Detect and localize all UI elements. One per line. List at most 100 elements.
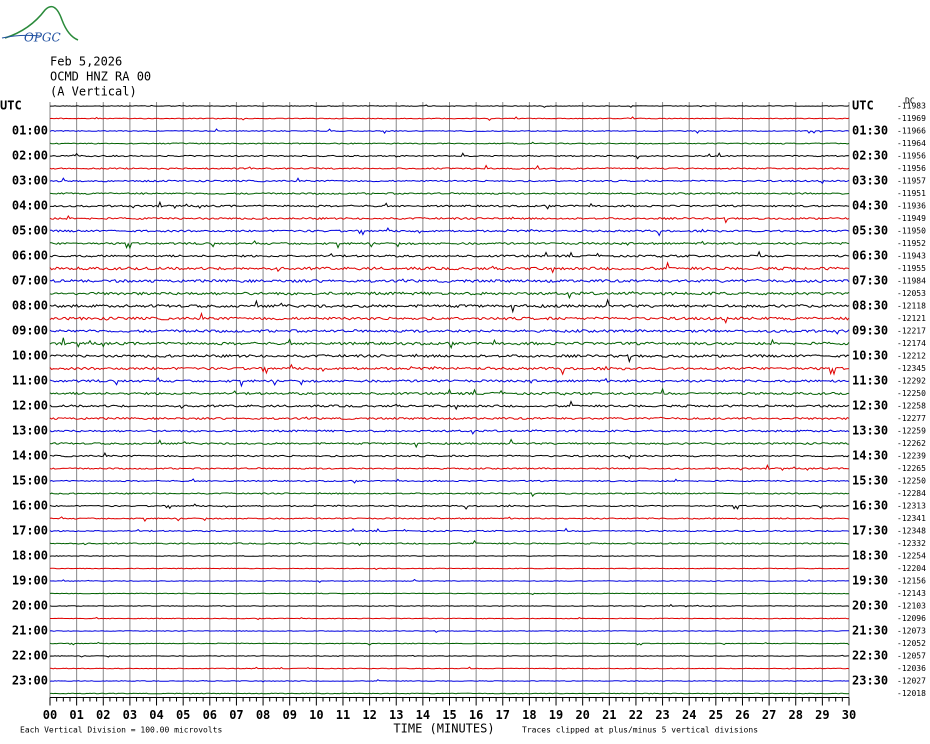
trace xyxy=(49,630,849,634)
offset-label: -11950 xyxy=(897,227,926,236)
offset-label: -12143 xyxy=(897,589,926,598)
component: (A Vertical) xyxy=(50,85,137,99)
left-hour-label: 20:00 xyxy=(12,599,48,613)
trace xyxy=(49,363,850,376)
trace xyxy=(49,478,850,484)
x-tick-label: 01 xyxy=(69,708,83,722)
trace xyxy=(49,452,850,460)
logo-swoosh xyxy=(1,34,41,39)
offset-label: -12156 xyxy=(897,577,926,586)
trace xyxy=(49,578,850,583)
scale-note: Each Vertical Division = 100.00 microvol… xyxy=(20,726,222,735)
x-tick-label: 03 xyxy=(123,708,137,722)
trace xyxy=(49,215,850,224)
x-tick-label: 24 xyxy=(682,708,696,722)
trace xyxy=(49,539,850,547)
right-hour-label: UTC xyxy=(852,99,874,113)
x-tick-label: 18 xyxy=(522,708,536,722)
x-tick-label: 11 xyxy=(336,708,350,722)
offset-label: -12265 xyxy=(897,464,926,473)
offset-label: -12057 xyxy=(897,652,926,661)
left-hour-label: 10:00 xyxy=(12,349,48,363)
trace xyxy=(49,116,850,121)
trace xyxy=(49,516,850,523)
offset-label: -12096 xyxy=(897,614,926,623)
right-hour-label: 15:30 xyxy=(852,474,888,488)
offset-label: -12174 xyxy=(897,339,926,348)
left-hour-label: 23:00 xyxy=(12,674,48,688)
trace xyxy=(49,278,850,284)
right-hour-label: 01:30 xyxy=(852,124,888,138)
x-tick-label: 00 xyxy=(43,708,57,722)
left-hour-label: 22:00 xyxy=(12,649,48,663)
right-hour-label: 14:30 xyxy=(852,449,888,463)
left-hour-label: 06:00 xyxy=(12,249,48,263)
trace xyxy=(49,400,850,411)
offset-label: -12118 xyxy=(897,302,926,311)
trace xyxy=(49,592,850,596)
right-hour-label: 22:30 xyxy=(852,649,888,663)
right-hour-label: 04:30 xyxy=(852,199,888,213)
trace xyxy=(49,328,850,335)
x-tick-label: 25 xyxy=(709,708,723,722)
x-tick-label: 10 xyxy=(309,708,323,722)
trace xyxy=(50,692,850,695)
trace xyxy=(49,438,849,449)
offset-label: -12250 xyxy=(897,477,926,486)
trace xyxy=(49,429,850,435)
trace xyxy=(49,679,850,683)
offset-label: -11984 xyxy=(897,277,926,286)
offset-label: -12212 xyxy=(897,352,926,361)
left-hour-label: 05:00 xyxy=(12,224,48,238)
left-hour-label: 02:00 xyxy=(12,149,48,163)
offset-label: -12254 xyxy=(897,552,926,561)
x-tick-label: 30 xyxy=(842,708,856,722)
offset-label: -11966 xyxy=(897,127,926,136)
left-hour-label: 17:00 xyxy=(12,524,48,538)
trace xyxy=(49,416,850,421)
right-hour-label: 09:30 xyxy=(852,324,888,338)
offset-label: -11951 xyxy=(897,189,926,198)
trace xyxy=(49,240,850,250)
right-hour-label: 13:30 xyxy=(852,424,888,438)
x-tick-label: 13 xyxy=(389,708,403,722)
left-hour-label: 04:00 xyxy=(12,199,48,213)
offset-label: -11936 xyxy=(897,202,926,211)
date: Feb 5,2026 xyxy=(50,55,122,69)
trace xyxy=(49,353,850,364)
right-hour-label: 23:30 xyxy=(852,674,888,688)
offset-label: -11952 xyxy=(897,239,926,248)
trace xyxy=(49,128,850,134)
left-hour-label: 08:00 xyxy=(12,299,48,313)
trace xyxy=(49,141,850,145)
offset-label: -12073 xyxy=(897,627,926,636)
x-tick-label: 28 xyxy=(789,708,803,722)
right-hour-label: 07:30 xyxy=(852,274,888,288)
trace xyxy=(49,491,850,498)
offset-label: -12313 xyxy=(897,502,926,511)
offset-label: -12292 xyxy=(897,377,926,386)
x-tick-label: 26 xyxy=(735,708,749,722)
trace xyxy=(50,152,850,160)
left-hour-label: 16:00 xyxy=(12,499,48,513)
logo-curve xyxy=(4,5,79,41)
trace xyxy=(49,192,850,195)
left-hour-label: 18:00 xyxy=(12,549,48,563)
offset-label: -11955 xyxy=(897,264,926,273)
x-tick-label: 22 xyxy=(629,708,643,722)
right-hour-label: 21:30 xyxy=(852,624,888,638)
trace xyxy=(49,654,849,658)
offset-label: -11956 xyxy=(897,152,926,161)
offset-label: -12018 xyxy=(897,689,926,698)
offset-label: -12217 xyxy=(897,327,926,336)
x-tick-label: 06 xyxy=(203,708,217,722)
left-hour-label: 15:00 xyxy=(12,474,48,488)
left-hour-label: 14:00 xyxy=(12,449,48,463)
offset-label: -11964 xyxy=(897,139,926,148)
offset-label: -11956 xyxy=(897,164,926,173)
trace xyxy=(49,298,850,314)
left-hour-label: 03:00 xyxy=(12,174,48,188)
trace xyxy=(49,555,849,557)
left-hour-label: 19:00 xyxy=(12,574,48,588)
